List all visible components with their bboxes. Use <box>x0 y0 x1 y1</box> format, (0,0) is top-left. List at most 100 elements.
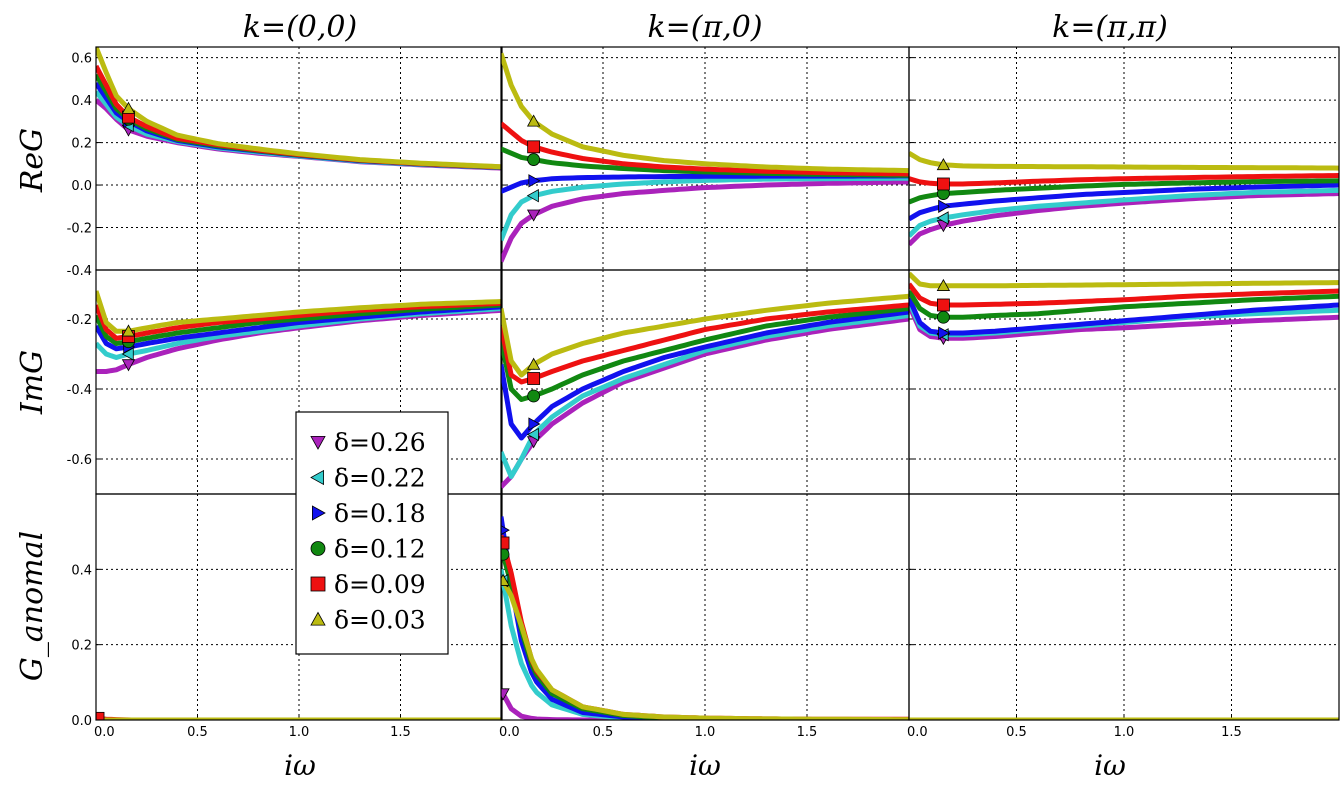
series-line-δ=0.18 <box>909 296 1339 336</box>
series-marker-δ=0.09 <box>96 711 105 720</box>
series-line-δ=0.26 <box>909 191 1339 247</box>
panel-r0-c0: 0.6 0.4 0.2 0.0 -0.2 -0.4 <box>67 46 503 279</box>
legend-label: δ=0.22 <box>334 464 426 493</box>
panel-r2-c1: 0.0 0.5 1.0 1.5 <box>499 493 910 740</box>
legend-marker-δ=0.09 <box>310 576 326 592</box>
column-title-k00: k=(0,0) <box>243 10 357 45</box>
y-tick-label: -0.6 <box>67 453 92 468</box>
legend-label: δ=0.12 <box>334 535 426 564</box>
panel-r2-c0: 0.4 0.2 0.00.0 0.5 1.0 1.5 <box>71 493 503 740</box>
series-marker-δ=0.03 <box>526 114 541 127</box>
x-axis-label-col1: iω <box>284 749 316 782</box>
series-marker-δ=0.18 <box>938 199 951 213</box>
legend-label: δ=0.18 <box>334 499 426 528</box>
series-marker-δ=0.18 <box>528 417 541 431</box>
legend-marker-δ=0.18 <box>311 505 326 521</box>
series-line-δ=0.12 <box>501 306 909 402</box>
row-label-ganomal: G_anomal <box>15 531 50 681</box>
panel-grid: 0.60.40.20.0-0.2-0.4-0.2-0.4-0.60.40.20.… <box>67 46 1340 740</box>
legend: δ=0.26 δ=0.22 δ=0.18 δ=0.12 δ=0.09 δ=0.03 <box>295 411 449 655</box>
x-axis-label-col2: iω <box>689 749 721 782</box>
y-tick-label: 0.4 <box>71 563 92 578</box>
series-line-δ=0.03 <box>96 47 502 170</box>
series-line-δ=0.12 <box>909 289 1339 320</box>
series-line-δ=0.12 <box>909 178 1339 205</box>
x-tick-label: 1.0 <box>289 725 310 740</box>
series-line-δ=0.18 <box>909 182 1339 222</box>
row-label-reg: ReG <box>15 128 50 193</box>
x-tick-label: 0.0 <box>499 725 520 740</box>
column-title-kpipi: k=(π,π) <box>1052 10 1168 45</box>
x-tick-label: 1.5 <box>1221 725 1242 740</box>
series-group <box>501 52 909 263</box>
x-axis-label-col3: iω <box>1094 749 1126 782</box>
series-marker-δ=0.03 <box>526 357 541 370</box>
legend-label: δ=0.09 <box>334 570 426 599</box>
x-tick-label: 1.0 <box>1114 725 1135 740</box>
series-marker-δ=0.09 <box>527 372 541 385</box>
y-tick-label: 0.0 <box>71 179 92 194</box>
legend-marker-δ=0.26 <box>310 435 326 450</box>
y-tick-label: 0.0 <box>71 714 92 729</box>
series-line-δ=0.03 <box>501 293 909 378</box>
series-marker-δ=0.12 <box>937 310 950 324</box>
series-marker-δ=0.18 <box>938 326 951 340</box>
x-tick-label: 1.0 <box>695 725 716 740</box>
series-marker-δ=0.26 <box>121 359 136 372</box>
panel-r0-c2 <box>908 46 1340 271</box>
series-line-δ=0.03 <box>96 290 502 334</box>
series-marker-δ=0.12 <box>527 389 541 403</box>
series-line-δ=0.09 <box>501 121 909 177</box>
series-group <box>96 290 502 374</box>
series-line-δ=0.22 <box>909 187 1339 238</box>
x-tick-label: 0.5 <box>187 725 208 740</box>
series-marker-δ=0.18 <box>501 525 510 536</box>
y-tick-label: 0.6 <box>71 52 92 67</box>
series-line-δ=0.26 <box>909 303 1339 341</box>
series-marker-δ=0.26 <box>501 688 510 701</box>
y-tick-label: -0.4 <box>67 264 92 279</box>
series-line-δ=0.03 <box>909 151 1339 171</box>
series-line-δ=0.03 <box>501 52 909 174</box>
legend-box <box>295 411 449 655</box>
panel-r1-c2 <box>908 269 1340 495</box>
series-line-δ=0.22 <box>501 313 909 479</box>
panel-frame <box>908 493 1340 721</box>
y-tick-label: -0.2 <box>67 222 92 237</box>
series-marker-δ=0.26 <box>526 209 541 222</box>
series-group <box>96 47 502 171</box>
series-marker-δ=0.09 <box>527 140 541 154</box>
x-tick-label: 0.5 <box>1006 725 1027 740</box>
panel-r1-c0: -0.2 -0.4 -0.6 <box>67 269 503 495</box>
row-label-img: ImG <box>15 350 50 415</box>
x-tick-label: 1.5 <box>797 725 818 740</box>
x-tick-label: 1.5 <box>390 725 411 740</box>
legend-label: δ=0.26 <box>334 428 426 457</box>
series-line-δ=0.18 <box>96 304 502 352</box>
series-line-δ=0.26 <box>501 179 909 263</box>
series-marker-δ=0.22 <box>526 188 539 203</box>
series-line-δ=0.09 <box>909 173 1339 187</box>
legend-marker-δ=0.03 <box>310 611 326 626</box>
series-marker-δ=0.12 <box>527 153 541 166</box>
panel-r1-c1 <box>500 269 910 495</box>
legend-marker-δ=0.22 <box>310 469 325 486</box>
x-tick-label: 0.0 <box>907 725 928 740</box>
series-line-δ=0.09 <box>501 302 909 385</box>
series-line-δ=0.26 <box>501 316 909 489</box>
series-marker-δ=0.03 <box>501 573 510 586</box>
series-group <box>909 271 1339 346</box>
series-marker-δ=0.22 <box>936 211 949 225</box>
series-marker-δ=0.03 <box>936 278 951 291</box>
legend-label: δ=0.03 <box>334 606 426 635</box>
series-group <box>909 151 1339 247</box>
y-tick-label: -0.2 <box>67 313 92 328</box>
series-line-δ=0.03 <box>501 575 909 720</box>
series-marker-δ=0.03 <box>121 324 136 337</box>
series-group <box>501 293 909 489</box>
series-marker-δ=0.09 <box>501 536 510 550</box>
column-title-kpi0: k=(π,0) <box>647 10 762 45</box>
series-marker-δ=0.09 <box>937 298 950 312</box>
series-marker-δ=0.09 <box>937 177 950 191</box>
